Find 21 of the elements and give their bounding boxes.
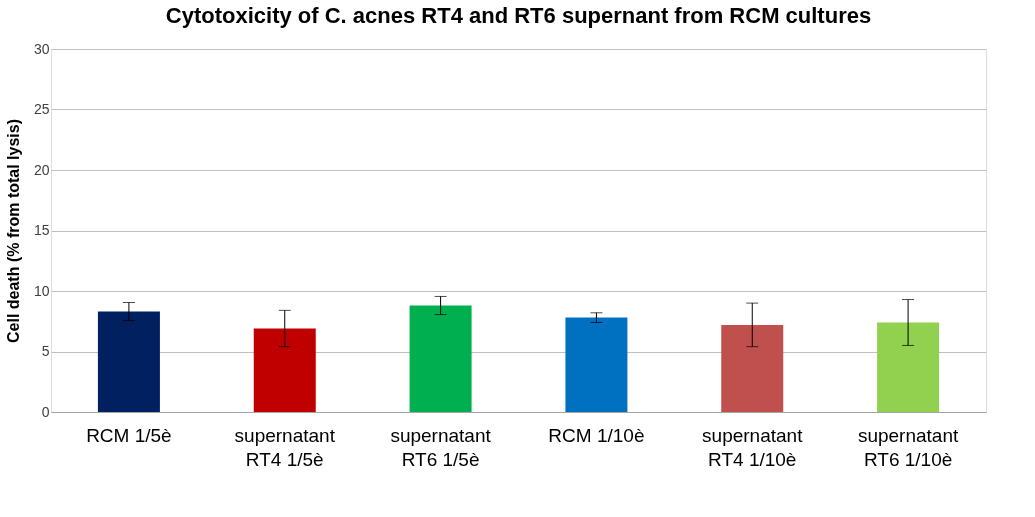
bar [253,328,316,412]
y-tick-label: 10 [33,282,50,299]
bar [409,305,472,412]
x-tick-label: supernatant RT4 1/5è [234,424,336,470]
y-tick-label: 0 [41,403,50,420]
bar [565,317,628,412]
x-tick-label: RCM 1/5è [86,424,172,446]
bar [721,324,784,412]
y-axis-title: Cell death (% from total lysis) [4,118,22,344]
x-tick-label: RCM 1/10è [548,424,645,446]
y-tick-label: 20 [33,161,50,178]
x-tick-label: supernatant RT6 1/5è [390,424,492,470]
bar [877,322,940,412]
y-tick-label: 30 [33,40,50,57]
x-tick-label: supernatant RT4 1/10è [702,424,804,470]
chart-title: Cytotoxicity of C. acnes RT4 and RT6 supernant from RCM cultures [165,3,872,28]
x-tick-label: supernatant RT6 1/10è [857,424,959,470]
bar [97,311,160,412]
y-tick-label: 25 [33,101,50,117]
y-tick-label: 5 [41,343,50,359]
y-tick-label: 15 [33,222,50,238]
